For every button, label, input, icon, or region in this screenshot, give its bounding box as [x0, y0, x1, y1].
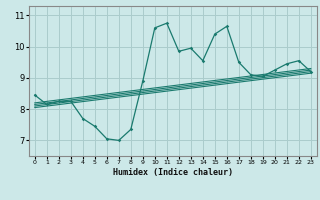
X-axis label: Humidex (Indice chaleur): Humidex (Indice chaleur)	[113, 168, 233, 177]
